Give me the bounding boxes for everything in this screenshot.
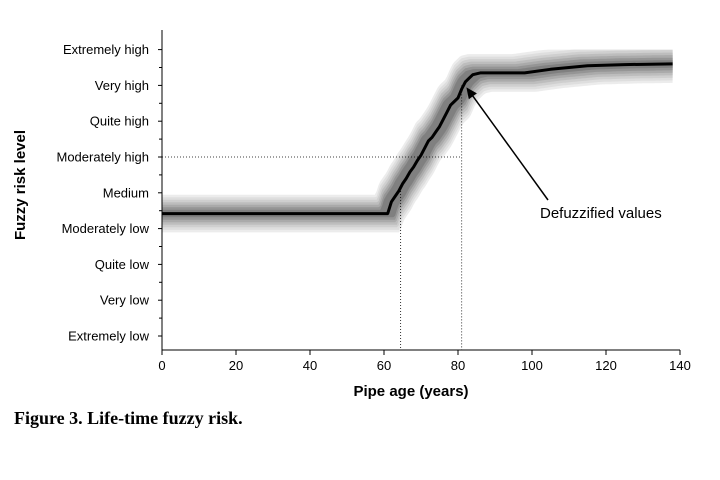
x-tick-label: 20 <box>229 358 243 373</box>
fuzzy-risk-chart: 0 20 40 60 80 100 120 140 Extremely low Very low Q… <box>12 30 691 400</box>
annotation-label: Defuzzified values <box>540 205 662 222</box>
band-layer-4 <box>162 55 673 223</box>
x-tick-label: 140 <box>669 358 691 373</box>
annotation-layer: Defuzzified values <box>466 87 662 222</box>
defuzzified-line-layer <box>162 62 673 216</box>
axes: 0 20 40 60 80 100 120 140 Extremely low Very low Q… <box>12 30 691 400</box>
y-tick-label: Moderately low <box>62 221 150 236</box>
defuzzified-line <box>162 62 673 216</box>
x-tick-label: 40 <box>303 358 317 373</box>
y-tick-label: Very low <box>100 293 150 308</box>
y-tick-label: Extremely low <box>68 329 150 344</box>
reference-lines <box>162 85 463 350</box>
x-tick-label: 120 <box>595 358 617 373</box>
y-tick-label: Medium <box>103 185 149 200</box>
y-tick-label: Quite high <box>90 114 149 129</box>
annotation-arrow-line <box>471 94 549 201</box>
y-tick-label: Quite low <box>95 257 150 272</box>
x-tick-label: 60 <box>377 358 391 373</box>
x-axis-title: Pipe age (years) <box>353 383 468 400</box>
figure-caption: Figure 3. Life-time fuzzy risk. <box>14 408 243 428</box>
y-tick-label: Extremely high <box>63 42 149 57</box>
y-tick-label: Moderately high <box>57 150 150 165</box>
x-tick-label: 100 <box>521 358 543 373</box>
x-tick-label: 0 <box>158 358 165 373</box>
uncertainty-band <box>162 49 673 233</box>
y-tick-label: Very high <box>95 78 149 93</box>
y-axis-title: Fuzzy risk level <box>12 130 29 240</box>
x-tick-label: 80 <box>451 358 465 373</box>
annotation-arrow-head <box>466 87 477 100</box>
